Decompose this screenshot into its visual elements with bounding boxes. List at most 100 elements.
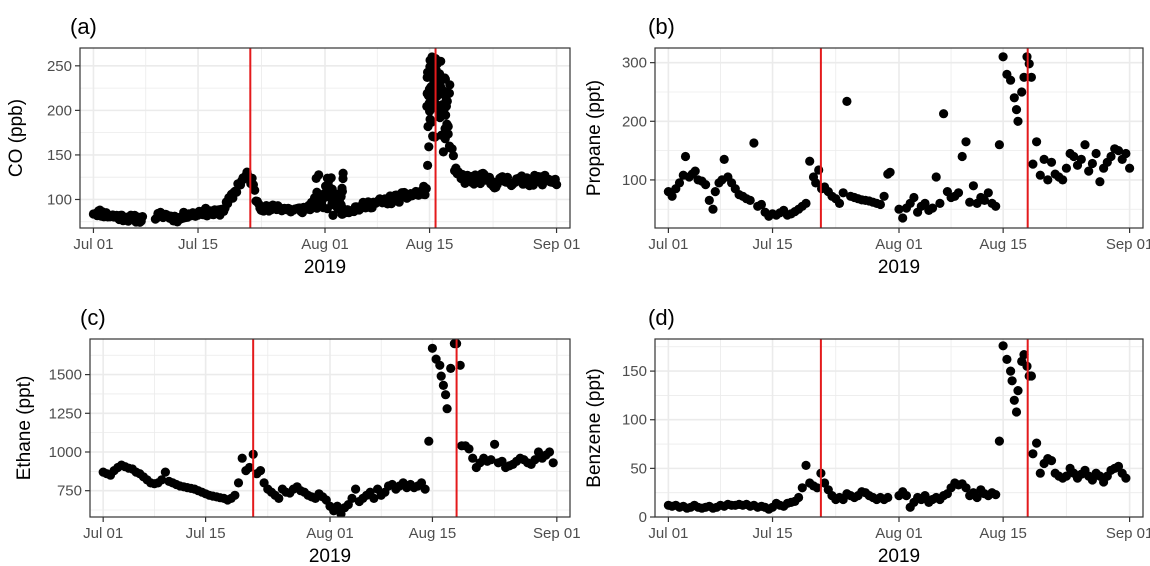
data-point: [448, 151, 458, 161]
panel-3: Jul 01 Jul 15 Aug 01 Aug 15 Sep 01 750 1000 125…: [14, 305, 581, 566]
data-point: [667, 191, 677, 201]
data-point: [994, 436, 1005, 446]
data-point: [991, 490, 1001, 500]
data-point: [436, 371, 446, 381]
y-tick-label: 200: [622, 113, 647, 130]
data-point: [421, 183, 431, 194]
y-axis-title: Benzene (ppt): [584, 368, 605, 487]
data-point: [548, 458, 558, 468]
y-tick-label: 300: [622, 55, 647, 72]
data-point: [885, 167, 895, 177]
data-point: [435, 113, 445, 123]
x-tick-label: Aug 15: [409, 525, 457, 542]
data-point: [237, 453, 247, 463]
data-point: [883, 492, 893, 503]
data-point: [991, 201, 1001, 211]
x-axis-title: 2019: [878, 257, 920, 278]
data-point: [1046, 157, 1057, 167]
data-point: [468, 453, 478, 463]
data-point: [1019, 350, 1029, 360]
data-point: [1113, 146, 1124, 156]
data-point: [332, 501, 342, 511]
x-tick-label: Jul 01: [83, 525, 123, 542]
y-tick-label: 200: [47, 102, 72, 119]
data-point: [490, 439, 500, 449]
y-tick-label: 100: [47, 191, 72, 208]
data-point: [1002, 354, 1012, 364]
data-point: [441, 390, 451, 400]
x-tick-label: Jul 15: [178, 236, 218, 253]
data-point: [336, 192, 346, 202]
data-point: [674, 178, 685, 188]
x-tick-label: Jul 01: [73, 236, 113, 253]
data-point: [994, 140, 1005, 150]
data-point: [879, 191, 889, 201]
data-point: [745, 195, 755, 205]
data-point: [1113, 461, 1124, 471]
data-point: [953, 188, 964, 198]
data-point: [250, 185, 260, 195]
data-point: [710, 187, 720, 197]
data-point: [137, 212, 148, 222]
data-point: [1121, 473, 1131, 483]
x-tick-label: Jul 15: [753, 236, 793, 253]
data-point: [794, 492, 804, 503]
data-point: [442, 404, 452, 414]
data-point: [1009, 93, 1019, 103]
data-point: [328, 210, 338, 220]
x-tick-label: Jul 15: [753, 525, 793, 542]
data-point: [464, 444, 474, 454]
data-point: [157, 475, 167, 485]
y-axis-title: CO (ppb): [6, 99, 27, 177]
data-point: [957, 151, 967, 162]
data-point: [424, 436, 434, 446]
data-point: [1013, 116, 1023, 126]
data-point: [820, 478, 830, 488]
data-point: [838, 188, 848, 198]
data-point: [1106, 151, 1116, 162]
data-point: [842, 96, 852, 106]
data-point: [274, 493, 284, 503]
y-tick-label: 1500: [49, 367, 82, 384]
data-point: [327, 184, 337, 194]
data-point: [255, 466, 266, 476]
data-point: [875, 199, 886, 210]
data-point: [1035, 170, 1045, 180]
data-point: [440, 134, 450, 144]
data-point: [439, 90, 449, 100]
data-point: [427, 343, 437, 353]
data-point: [805, 156, 815, 166]
y-axis-title: Ethane (ppt): [14, 376, 35, 481]
data-point: [1095, 177, 1105, 187]
y-tick-label: 100: [622, 172, 647, 189]
data-point: [968, 181, 979, 191]
data-point: [812, 483, 822, 493]
panel-tag: (a): [70, 14, 97, 39]
data-point: [312, 187, 322, 197]
y-tick-label: 150: [622, 363, 647, 380]
data-point: [423, 91, 434, 101]
data-point: [708, 204, 718, 214]
data-point: [749, 138, 759, 148]
x-tick-label: Aug 15: [979, 525, 1027, 542]
data-point: [230, 490, 240, 500]
x-tick-label: Aug 01: [301, 236, 349, 253]
data-point: [1087, 158, 1097, 169]
data-point: [425, 62, 435, 72]
data-point: [436, 56, 446, 66]
data-point: [424, 98, 434, 108]
y-tick-label: 100: [622, 412, 647, 429]
x-tick-label: Aug 01: [306, 525, 354, 542]
data-point: [347, 493, 357, 503]
data-point: [311, 173, 321, 183]
data-point: [979, 195, 990, 205]
x-axis-title: 2019: [304, 257, 346, 278]
data-point: [369, 493, 379, 503]
x-tick-label: Sep 01: [533, 525, 581, 542]
points-layer: [663, 52, 1135, 223]
data-point: [233, 478, 244, 488]
data-point: [337, 183, 347, 193]
data-point: [446, 363, 456, 373]
data-point: [972, 492, 982, 503]
